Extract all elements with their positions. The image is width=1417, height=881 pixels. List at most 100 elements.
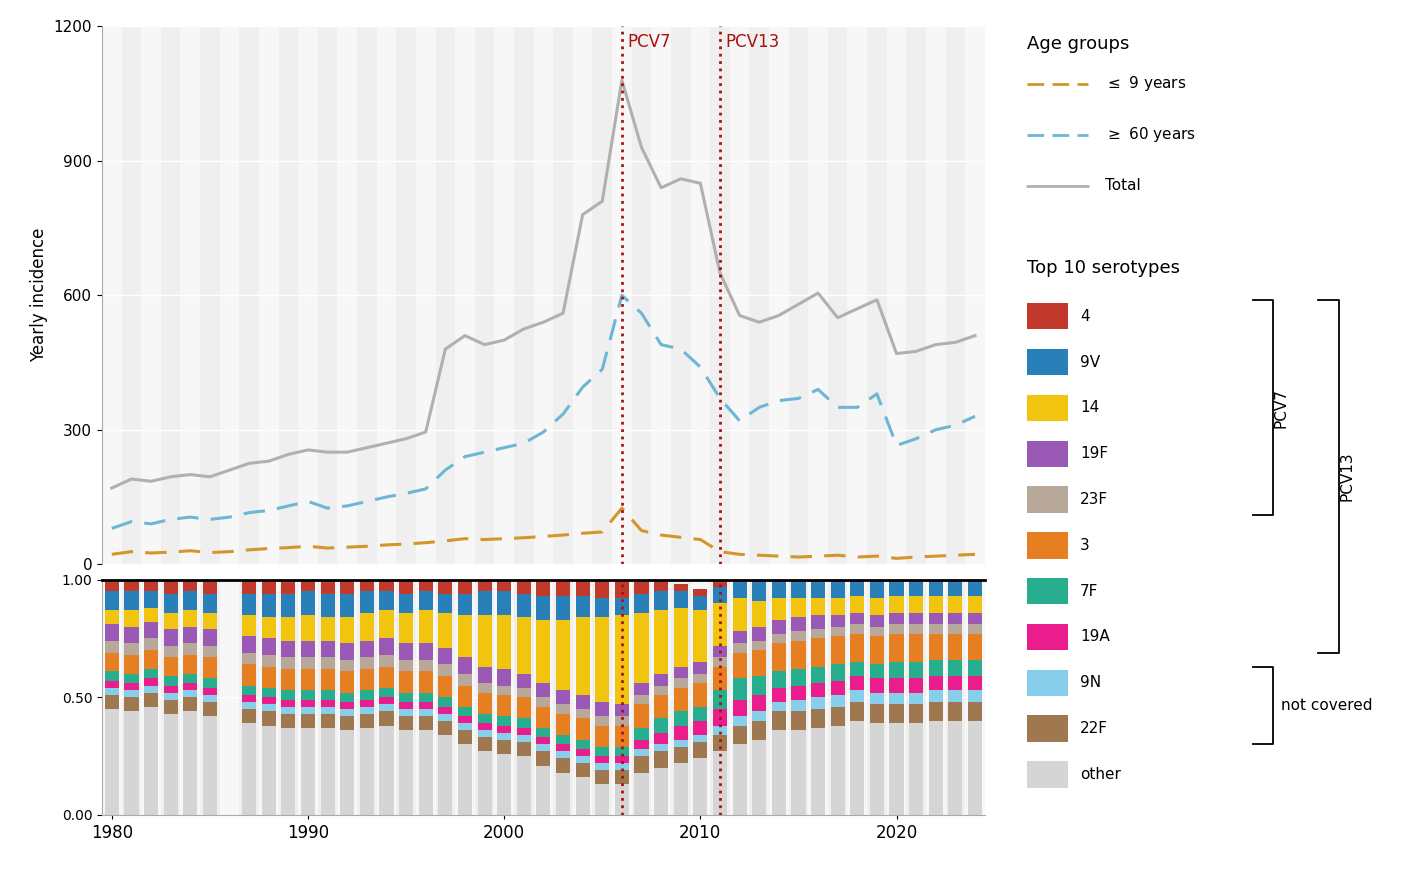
Bar — [575, 596, 589, 618]
Bar — [635, 749, 649, 756]
Bar — [772, 702, 786, 711]
Bar — [400, 671, 414, 692]
Bar — [693, 589, 707, 596]
Bar — [300, 707, 315, 714]
Bar — [870, 704, 884, 723]
Bar — [928, 580, 942, 582]
Bar — [965, 26, 985, 564]
Bar — [183, 674, 197, 683]
Bar — [752, 650, 767, 676]
Bar — [183, 655, 197, 674]
Bar — [418, 580, 432, 591]
Bar — [203, 580, 217, 594]
Bar — [830, 681, 845, 695]
Bar — [652, 26, 670, 564]
Bar — [400, 643, 414, 660]
Bar — [772, 598, 786, 619]
Bar — [203, 657, 217, 678]
Bar — [811, 697, 825, 709]
Text: other: other — [1080, 766, 1121, 782]
Bar — [340, 618, 354, 643]
Bar — [320, 728, 334, 815]
Bar — [910, 580, 924, 582]
Bar — [555, 773, 570, 815]
Bar — [811, 615, 825, 629]
Bar — [282, 618, 296, 640]
Bar — [380, 697, 394, 704]
Bar — [360, 700, 374, 707]
Bar — [537, 744, 550, 751]
Bar — [537, 697, 550, 707]
Bar — [438, 697, 452, 707]
Bar — [555, 735, 570, 744]
Bar — [458, 716, 472, 723]
Bar — [772, 633, 786, 643]
Bar — [340, 716, 354, 730]
Bar — [497, 740, 512, 754]
Bar — [380, 704, 394, 711]
Bar — [517, 719, 531, 728]
Bar — [791, 618, 805, 632]
Bar — [948, 625, 962, 633]
Bar — [572, 26, 592, 564]
Bar — [887, 26, 907, 564]
Bar — [180, 26, 200, 564]
Bar — [517, 594, 531, 618]
Bar — [1026, 303, 1068, 329]
Bar — [125, 674, 139, 683]
Bar — [125, 690, 139, 697]
Bar — [890, 633, 904, 662]
Bar — [282, 580, 296, 594]
Bar — [418, 611, 432, 643]
Bar — [418, 692, 432, 702]
Bar — [890, 596, 904, 612]
Bar — [615, 716, 629, 726]
Bar — [242, 653, 256, 664]
Bar — [125, 655, 139, 674]
Bar — [262, 711, 276, 726]
Bar — [1026, 440, 1068, 467]
Bar — [635, 728, 649, 740]
Bar — [791, 711, 805, 730]
Bar — [791, 640, 805, 669]
Bar — [693, 683, 707, 707]
Bar — [145, 692, 159, 707]
Bar — [870, 723, 884, 815]
Bar — [948, 633, 962, 660]
Bar — [575, 695, 589, 709]
Bar — [320, 640, 334, 657]
Bar — [282, 594, 296, 618]
Bar — [183, 697, 197, 711]
Bar — [400, 580, 414, 594]
Bar — [163, 657, 177, 676]
Bar — [811, 629, 825, 639]
Text: PCV7: PCV7 — [1274, 388, 1289, 428]
Bar — [203, 688, 217, 695]
Bar — [517, 674, 531, 688]
Bar — [870, 692, 884, 704]
Bar — [555, 714, 570, 735]
Bar — [340, 594, 354, 618]
Bar — [555, 759, 570, 773]
Bar — [968, 676, 982, 690]
Bar — [713, 646, 727, 657]
Bar — [495, 26, 514, 564]
Bar — [693, 674, 707, 683]
Bar — [418, 660, 432, 671]
Bar — [555, 751, 570, 759]
Bar — [910, 633, 924, 662]
Bar — [105, 591, 119, 611]
Bar — [125, 591, 139, 611]
Bar — [517, 728, 531, 735]
Bar — [655, 674, 669, 685]
Bar — [615, 726, 629, 747]
Bar — [830, 695, 845, 707]
Bar — [438, 612, 452, 648]
Bar — [713, 735, 727, 751]
Bar — [105, 671, 119, 681]
Bar — [282, 669, 296, 690]
Bar — [262, 580, 276, 594]
Bar — [380, 667, 394, 688]
Bar — [673, 608, 687, 667]
Bar — [497, 685, 512, 695]
